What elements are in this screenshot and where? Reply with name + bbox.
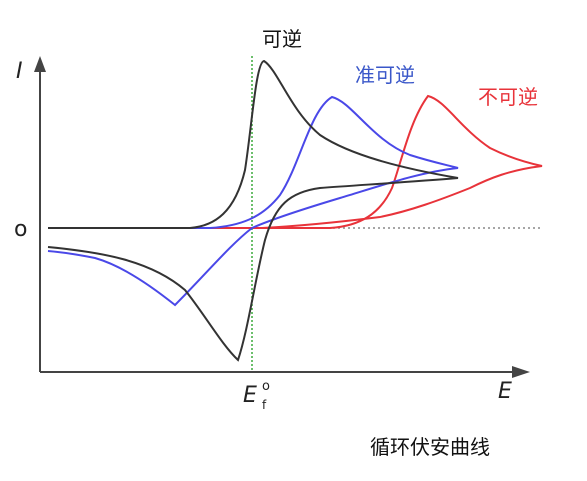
- y-axis-arrow: [34, 56, 46, 72]
- series-label-irreversible: 不可逆: [478, 85, 538, 109]
- x-axis-label: E: [498, 379, 512, 404]
- series-curve-reversible: [47, 59, 459, 362]
- x-tick-formal-potential-sup: o: [262, 379, 270, 394]
- series-label-quasi-reversible: 准可逆: [355, 63, 415, 87]
- x-axis-arrow: [512, 366, 530, 378]
- series-curve-quasi-reversible: [47, 95, 459, 307]
- x-tick-formal-potential: E: [243, 383, 257, 408]
- series-curve-irreversible: [48, 94, 543, 229]
- cv-curves: [47, 59, 543, 362]
- y-tick-zero: o: [14, 217, 27, 242]
- x-tick-formal-potential-sub: f: [262, 398, 267, 412]
- figure-caption: 循环伏安曲线: [370, 435, 490, 459]
- y-axis-label: I: [16, 59, 23, 84]
- series-label-reversible: 可逆: [262, 27, 302, 51]
